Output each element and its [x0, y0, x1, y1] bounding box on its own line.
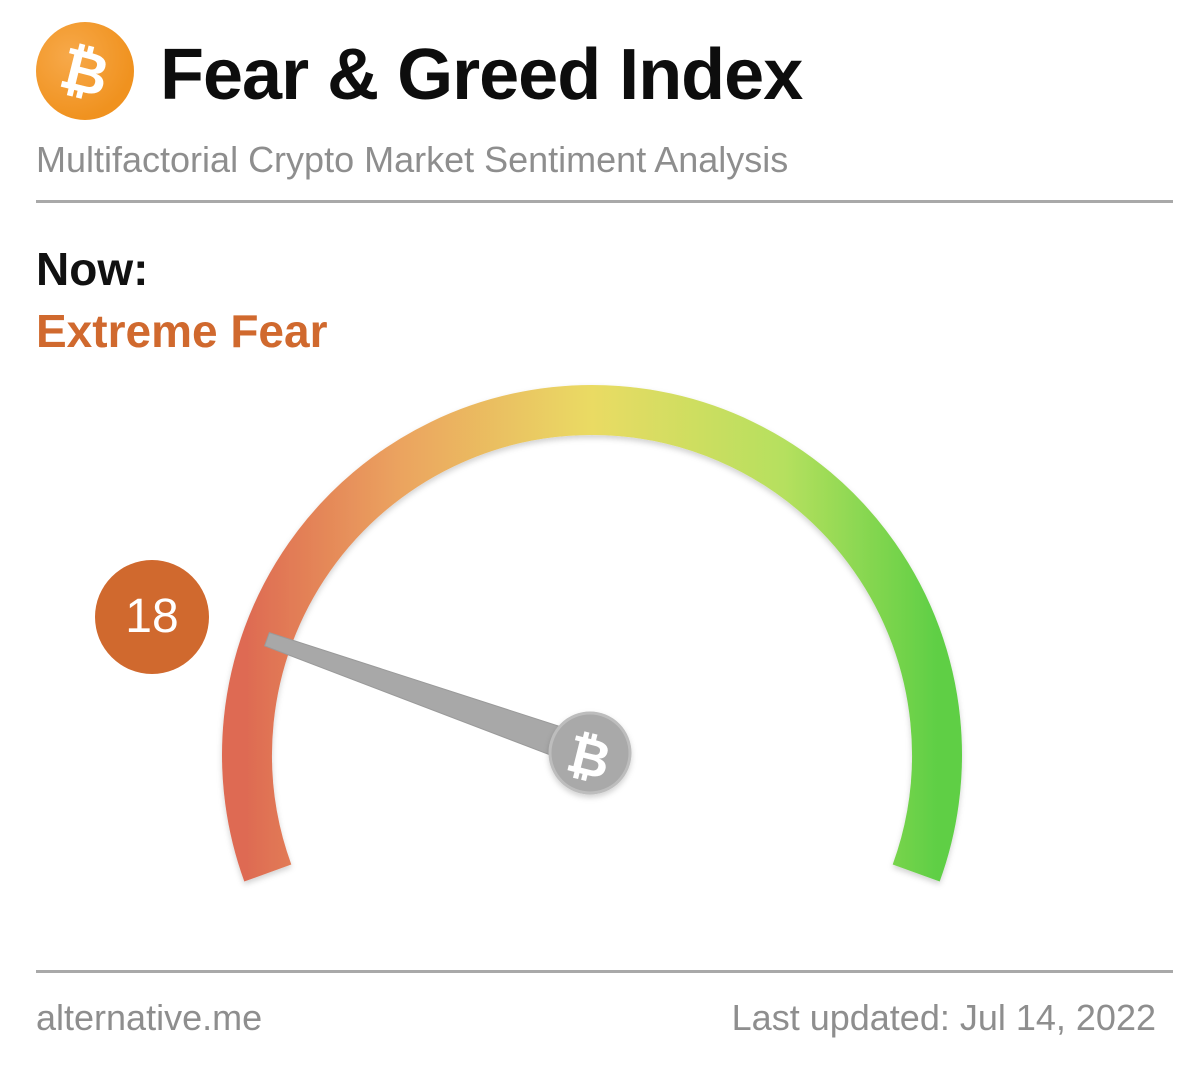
needle-hub-bitcoin-icon: ₿: [548, 711, 632, 795]
now-label: Now:: [36, 243, 149, 295]
index-value-badge: 18: [95, 560, 209, 674]
gauge-needle: [264, 632, 597, 769]
header-divider: [36, 200, 1173, 203]
footer-divider: [36, 970, 1173, 973]
page-subtitle: Multifactorial Crypto Market Sentiment A…: [36, 139, 789, 180]
sentiment-classification: Extreme Fear: [36, 305, 328, 357]
gauge-arc: [222, 385, 962, 882]
source-link[interactable]: alternative.me: [36, 997, 263, 1038]
page-title: Fear & Greed Index: [160, 35, 803, 115]
last-updated: Last updated: Jul 14, 2022: [731, 997, 1156, 1038]
bitcoin-logo-icon: ₿: [36, 22, 134, 120]
